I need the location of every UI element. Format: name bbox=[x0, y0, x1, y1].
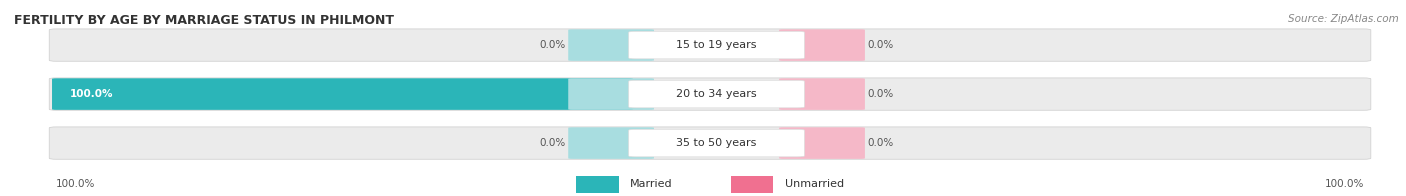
Text: Married: Married bbox=[630, 179, 672, 189]
Text: 35 to 50 years: 35 to 50 years bbox=[676, 138, 756, 148]
Text: 100.0%: 100.0% bbox=[70, 89, 114, 99]
Text: 0.0%: 0.0% bbox=[868, 89, 894, 99]
Text: 20 to 34 years: 20 to 34 years bbox=[676, 89, 756, 99]
Text: 100.0%: 100.0% bbox=[1324, 179, 1364, 189]
Text: Source: ZipAtlas.com: Source: ZipAtlas.com bbox=[1288, 14, 1399, 24]
Text: 0.0%: 0.0% bbox=[868, 138, 894, 148]
Text: FERTILITY BY AGE BY MARRIAGE STATUS IN PHILMONT: FERTILITY BY AGE BY MARRIAGE STATUS IN P… bbox=[14, 14, 394, 27]
Text: 0.0%: 0.0% bbox=[538, 40, 565, 50]
Text: 0.0%: 0.0% bbox=[868, 40, 894, 50]
Text: 15 to 19 years: 15 to 19 years bbox=[676, 40, 756, 50]
Text: Unmarried: Unmarried bbox=[785, 179, 844, 189]
Text: 100.0%: 100.0% bbox=[56, 179, 96, 189]
Text: 0.0%: 0.0% bbox=[538, 138, 565, 148]
